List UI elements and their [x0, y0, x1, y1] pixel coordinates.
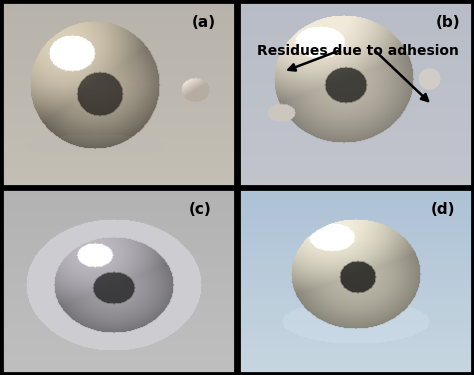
Text: (c): (c) — [189, 202, 212, 217]
Text: (b): (b) — [436, 15, 460, 30]
Text: Residues due to adhesion: Residues due to adhesion — [257, 44, 459, 58]
Text: (d): (d) — [431, 202, 456, 217]
Text: (a): (a) — [192, 15, 216, 30]
